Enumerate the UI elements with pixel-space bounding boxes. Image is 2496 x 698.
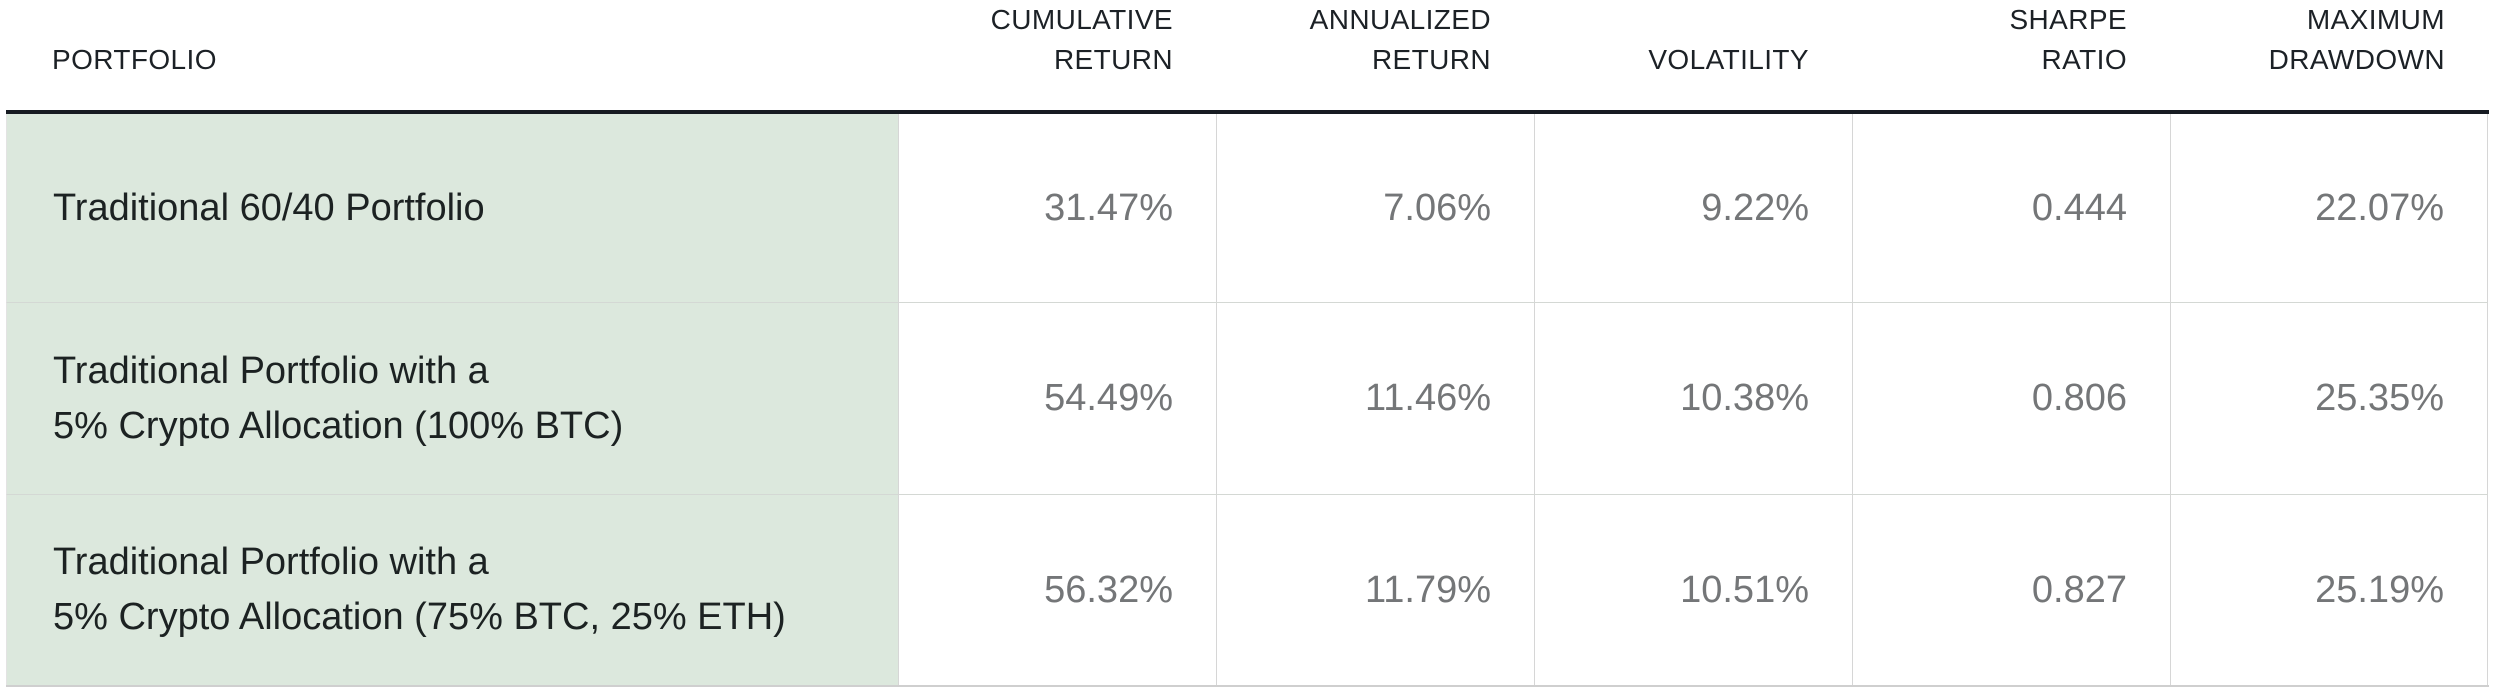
column-header-volatility: VOLATILITY <box>1648 44 1809 75</box>
portfolio-performance-table: PORTFOLIO CUMULATIVE RETURN ANNUALIZED R… <box>6 0 2489 687</box>
annualized-return-cell: 11.79% <box>1216 494 1534 685</box>
volatility-cell: 10.38% <box>1534 302 1852 494</box>
table-row: Traditional Portfolio with a 5% Crypto A… <box>6 494 2489 685</box>
column-header-cumulative-return: CUMULATIVE RETURN <box>990 4 1173 75</box>
sharpe-ratio-cell: 0.827 <box>1852 494 2170 685</box>
table-header-row: PORTFOLIO CUMULATIVE RETURN ANNUALIZED R… <box>6 0 2489 114</box>
portfolio-name-cell: Traditional Portfolio with a 5% Crypto A… <box>6 302 898 494</box>
maximum-drawdown-cell: 22.07% <box>2170 114 2488 302</box>
maximum-drawdown-cell: 25.19% <box>2170 494 2488 685</box>
volatility-cell: 9.22% <box>1534 114 1852 302</box>
table-row: Traditional Portfolio with a 5% Crypto A… <box>6 302 2489 494</box>
cumulative-return-cell: 31.47% <box>898 114 1216 302</box>
volatility-cell: 10.51% <box>1534 494 1852 685</box>
table-row: Traditional 60/40 Portfolio 31.47% 7.06%… <box>6 114 2489 302</box>
portfolio-name-cell: Traditional Portfolio with a 5% Crypto A… <box>6 494 898 685</box>
cumulative-return-cell: 54.49% <box>898 302 1216 494</box>
annualized-return-cell: 7.06% <box>1216 114 1534 302</box>
sharpe-ratio-cell: 0.444 <box>1852 114 2170 302</box>
column-header-portfolio: PORTFOLIO <box>52 44 217 75</box>
column-header-sharpe-ratio: SHARPE RATIO <box>2009 4 2127 75</box>
cumulative-return-cell: 56.32% <box>898 494 1216 685</box>
column-header-maximum-drawdown: MAXIMUM DRAWDOWN <box>2268 4 2445 75</box>
annualized-return-cell: 11.46% <box>1216 302 1534 494</box>
column-header-annualized-return: ANNUALIZED RETURN <box>1309 4 1491 75</box>
maximum-drawdown-cell: 25.35% <box>2170 302 2488 494</box>
sharpe-ratio-cell: 0.806 <box>1852 302 2170 494</box>
portfolio-name-cell: Traditional 60/40 Portfolio <box>6 114 898 302</box>
